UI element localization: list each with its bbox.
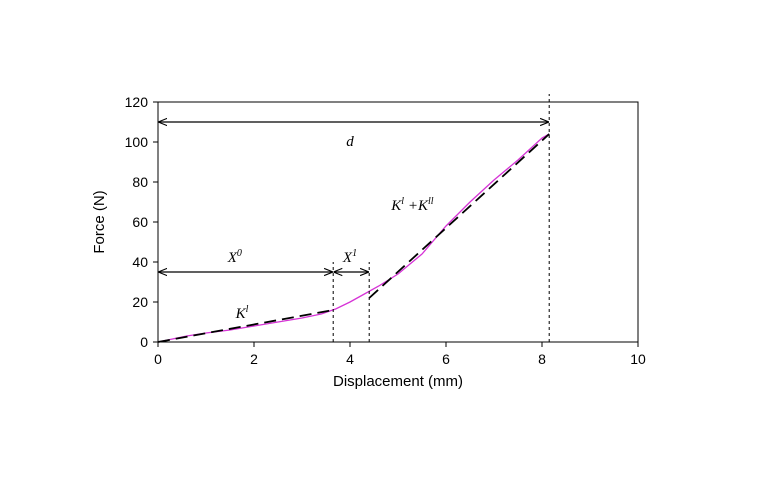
fit-line-1 bbox=[157, 309, 334, 343]
y-tick-label: 80 bbox=[132, 174, 148, 190]
x-axis-title: Displacement (mm) bbox=[333, 373, 463, 390]
plot-area bbox=[157, 101, 639, 343]
dimension-arrows-group bbox=[159, 122, 548, 272]
annotation-k1-plus-k2: Kl +Kll bbox=[390, 196, 433, 214]
x-tick-label: 10 bbox=[630, 351, 646, 367]
fit-line-2 bbox=[368, 133, 550, 299]
y-tick-label: 100 bbox=[125, 134, 149, 150]
series-group bbox=[157, 133, 550, 343]
x-tick-label: 0 bbox=[154, 351, 162, 367]
x-tick-label: 4 bbox=[346, 351, 354, 367]
y-tick-label: 20 bbox=[132, 294, 148, 310]
y-tick-label: 60 bbox=[132, 214, 148, 230]
annotation-k1: Kl bbox=[235, 304, 249, 322]
annotation-d: d bbox=[346, 134, 354, 150]
annotation-x1: X1 bbox=[342, 248, 357, 266]
y-tick-label: 40 bbox=[132, 254, 148, 270]
annotations-group: d X0 X1 Kl Kl +Kll bbox=[227, 134, 434, 322]
y-axis-title: Force (N) bbox=[91, 190, 108, 253]
y-tick-label: 120 bbox=[125, 94, 149, 110]
guide-lines-group bbox=[332, 94, 550, 342]
y-tick-label: 0 bbox=[140, 334, 148, 350]
annotation-x0: X0 bbox=[227, 248, 242, 266]
x-tick-label: 2 bbox=[250, 351, 258, 367]
x-tick-label: 8 bbox=[538, 351, 546, 367]
x-tick-label: 6 bbox=[442, 351, 450, 367]
